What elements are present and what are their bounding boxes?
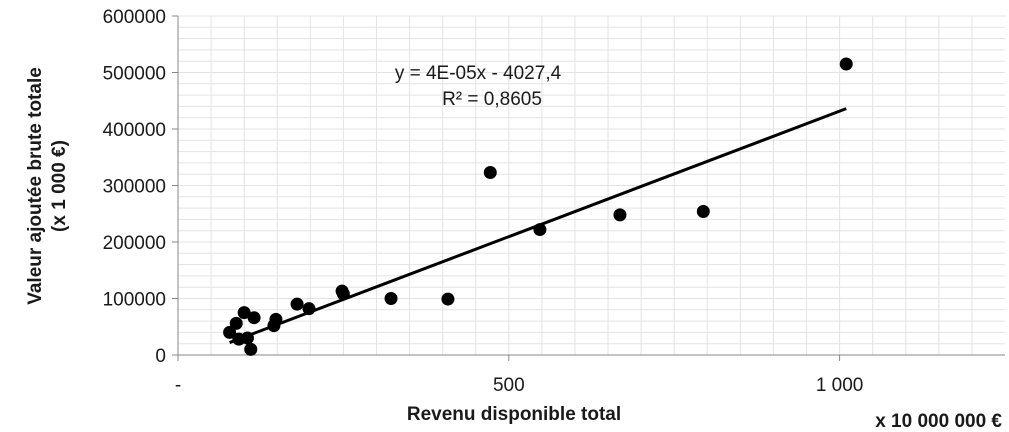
data-point: [484, 166, 497, 179]
data-point: [241, 332, 254, 345]
r-squared-label: R² = 0,8605: [442, 89, 542, 110]
x-tick-label: 500: [493, 375, 525, 396]
y-tick-labels: 0 100000 200000 300000 400000 500000 600000: [103, 7, 166, 367]
y-tick-label: 100000: [103, 290, 166, 311]
y-axis-title-line2: (x 1 000 €): [49, 140, 70, 232]
data-point: [269, 313, 282, 326]
x-tick-labels: - 500 1 000: [175, 375, 864, 396]
data-point: [244, 343, 257, 356]
data-point: [533, 223, 546, 236]
data-point: [697, 205, 710, 218]
x-axis-title: Revenu disponible total: [407, 404, 621, 425]
data-point: [291, 298, 304, 311]
data-point: [385, 292, 398, 305]
y-tick-label: 300000: [103, 177, 166, 198]
data-point: [441, 293, 454, 306]
x-tick-label: -: [175, 375, 181, 396]
trendline-equation: y = 4E-05x - 4027,4: [395, 63, 562, 84]
data-point: [840, 58, 853, 71]
data-point: [230, 317, 243, 330]
x-tick-label: 1 000: [816, 375, 864, 396]
y-tick-label: 0: [155, 346, 166, 367]
data-point: [302, 302, 315, 315]
data-point: [248, 311, 261, 324]
y-tick-label: 400000: [103, 120, 166, 141]
data-point: [613, 208, 626, 221]
y-tick-label: 500000: [103, 64, 166, 85]
data-point: [337, 287, 350, 300]
y-axis-title: Valeur ajoutée brute totale (x 1 000 €): [25, 67, 70, 305]
x-axis-unit: x 10 000 000 €: [875, 411, 1002, 432]
y-tick-label: 200000: [103, 233, 166, 254]
y-tick-label: 600000: [103, 7, 166, 28]
y-axis-title-line1: Valeur ajoutée brute totale: [25, 67, 46, 305]
